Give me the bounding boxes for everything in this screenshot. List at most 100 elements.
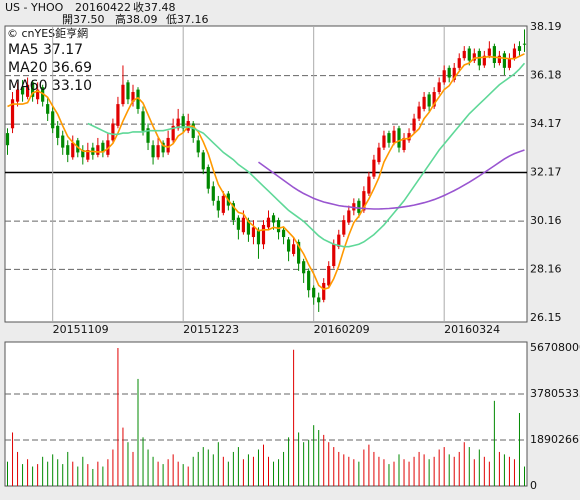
candle-body [96,145,100,155]
candle-body [276,220,281,233]
candle-body [407,133,411,141]
candle-body [221,195,225,213]
legend-entry: MA5 37.17 [8,42,83,58]
candle-body [286,239,291,252]
candle-body [281,229,286,238]
candle-body [141,111,145,131]
candle-body [327,266,331,286]
y2-tick-label: 18902667 [530,433,580,446]
candle-body [25,84,30,97]
candle-body [422,96,426,109]
chart-title: US - YHOO [5,1,64,14]
candle-body [317,297,321,303]
y2-tick-label: 0 [530,479,537,492]
candle-body [236,217,240,230]
candle-body [196,140,200,153]
candle-body [101,142,105,153]
candle-body [15,89,20,102]
candle-body [482,55,486,66]
candle-body [211,186,215,201]
legend-entry: MA20 36.69 [8,60,92,76]
candle-body [46,104,50,114]
candle-body [377,147,381,163]
candle-body [437,82,441,93]
candle-body [452,67,456,80]
candle-body [402,137,406,151]
x-tick-label: 20160324 [444,323,500,336]
candle-body [297,241,301,264]
candle-body [241,217,246,233]
candle-body [266,217,271,228]
volume-panel [4,341,528,487]
candle-body [31,82,35,97]
y-tick-label: 32.17 [530,166,562,179]
candle-body [382,135,386,148]
candle-body [156,145,160,158]
candle-body [166,137,170,153]
ma-line [7,53,525,291]
candle-body [307,270,311,291]
y-tick-label: 36.18 [530,69,562,82]
candle-body [442,70,446,83]
candle-body [337,234,341,247]
x-tick-label: 20160209 [314,323,370,336]
high-price: 高38.09 [115,12,158,26]
candle-body [81,150,85,158]
candle-body [151,145,155,158]
candle-body [71,142,75,158]
legend-entry: MA60 33.10 [8,78,92,94]
candle-body [131,92,135,102]
candle-body [116,104,120,126]
x-tick-label: 20151223 [183,323,239,336]
candle-body [206,166,210,189]
candle-body [201,152,205,170]
candle-body [497,55,501,64]
candle-body [447,67,451,78]
candle-body [392,130,396,143]
candle-body [216,200,220,211]
candle-body [492,46,496,64]
candle-body [427,94,431,107]
open-price: 開37.50 [62,13,105,26]
candle-body [251,227,256,238]
candle-body [271,215,276,223]
candle-body [261,224,266,245]
x-tick-label: 20151109 [53,323,109,336]
candle-body [387,133,391,143]
candle-body [417,106,421,119]
candle-body [412,118,416,131]
y-tick-label: 38.19 [530,20,562,33]
candle-body [397,128,401,148]
candle-body [126,82,130,100]
y-tick-label: 28.16 [530,262,562,275]
ma-line [258,149,525,210]
candle-body [20,87,25,95]
candle-body [66,145,70,155]
candle-body [342,220,346,235]
candle-body [246,220,251,235]
ma-line [87,62,526,248]
candle-body [487,48,491,56]
candle-body [51,111,55,129]
candle-body [467,48,471,61]
candle-body [522,43,527,45]
candle-body [347,210,351,223]
candle-body [56,125,60,138]
y-tick-label: 26.15 [530,311,562,324]
candle-body [432,92,436,107]
candle-body [181,116,185,129]
candle-body [472,53,476,61]
y2-tick-label: 37805333 [530,387,580,400]
candle-body [256,229,261,245]
candle-body [507,58,512,68]
source: © cnYES鉅亨網 [7,26,88,40]
candle-body [367,176,371,194]
candle-body [191,123,195,138]
low-price: 低37.16 [166,13,209,26]
candle-body [231,203,235,221]
y2-tick-label: 56708000 [530,341,580,354]
candle-body [146,128,150,143]
candle-body [161,142,165,153]
candle-body [302,261,306,274]
